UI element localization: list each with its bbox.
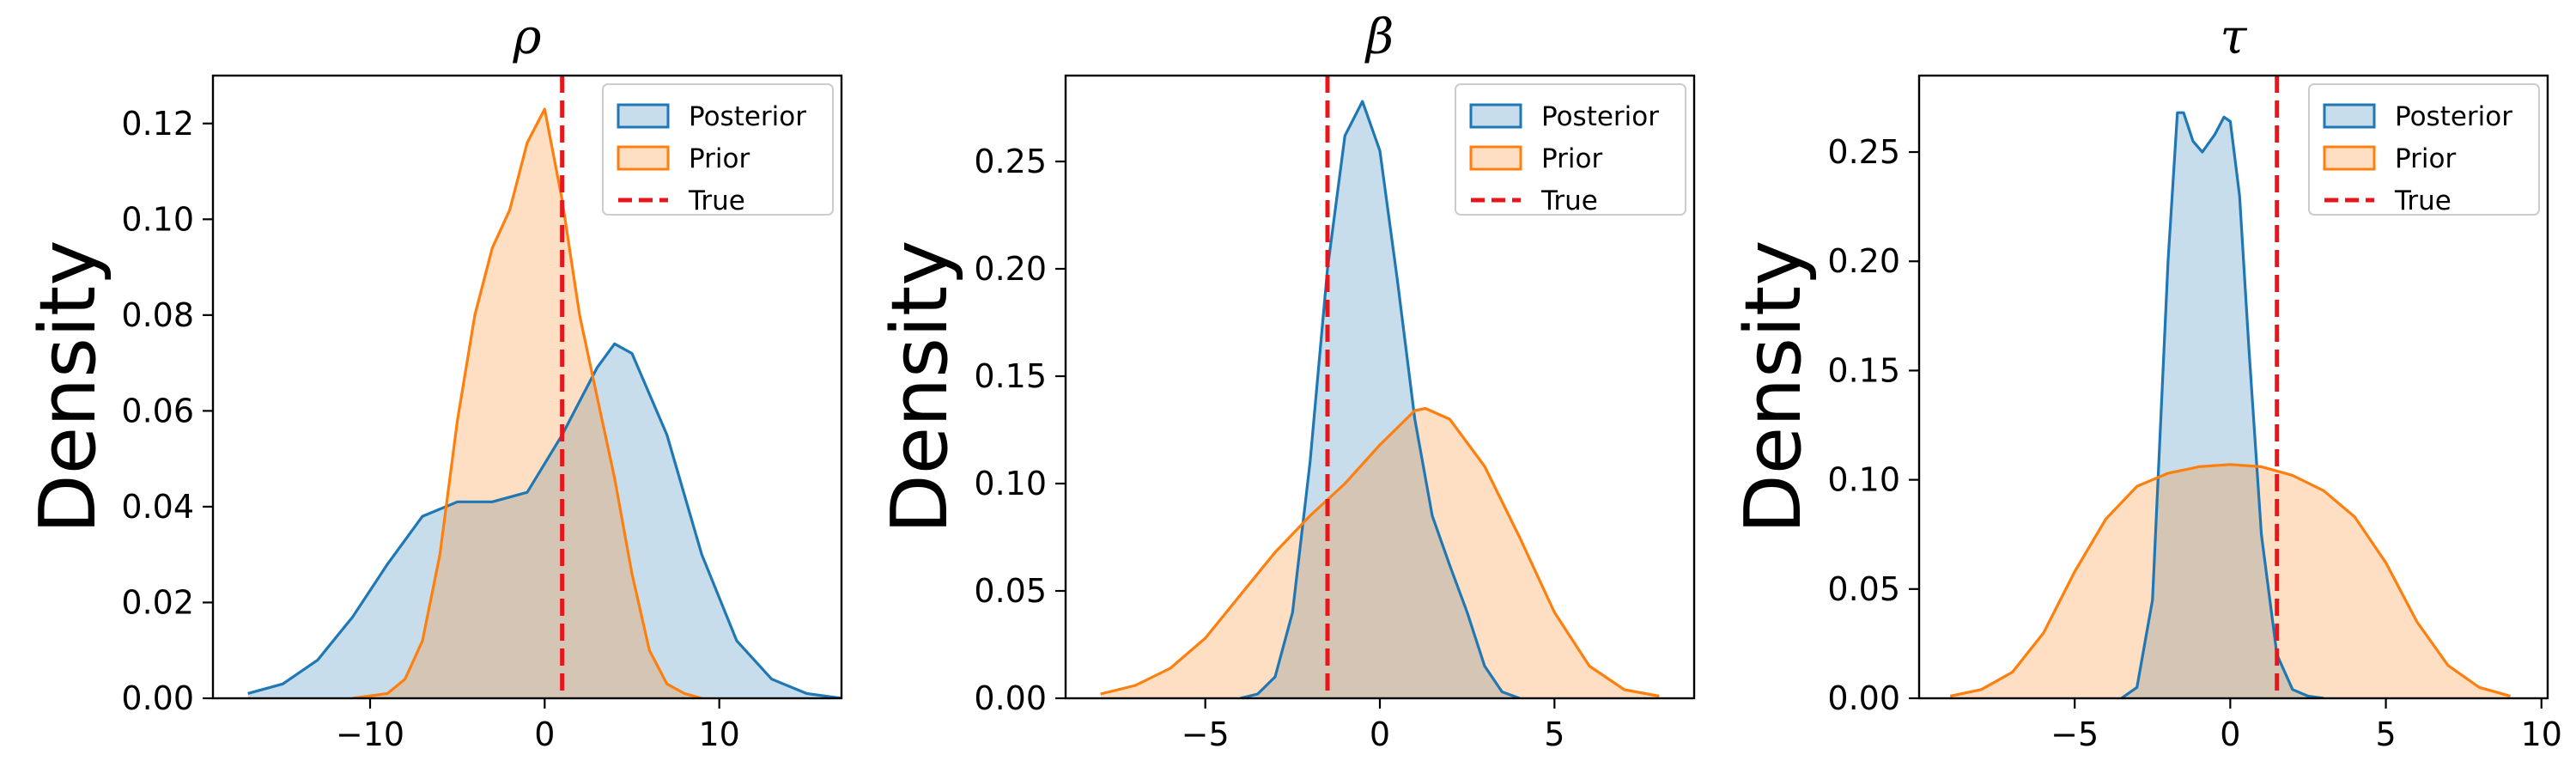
legend-posterior-swatch bbox=[617, 103, 670, 129]
prior-density-fill bbox=[1950, 464, 2511, 698]
y-tick-label: 0.10 bbox=[121, 200, 194, 238]
legend: Posterior Prior True bbox=[1455, 83, 1686, 216]
axes-frame bbox=[211, 74, 843, 700]
subplot-2: −5 0 5 0.00 0.05 0.10 0.15 0.20 0.25 Density β Post… bbox=[875, 9, 1696, 753]
legend-label-prior: Prior bbox=[689, 143, 750, 174]
legend-label-true: True bbox=[1540, 186, 1598, 216]
y-tick-label: 0.05 bbox=[974, 572, 1047, 610]
legend-box bbox=[2308, 83, 2540, 216]
y-axis-label: Density bbox=[875, 240, 965, 533]
y-tick-label: 0.25 bbox=[1827, 133, 1900, 171]
x-tick-label: 0 bbox=[534, 715, 555, 753]
y-tick-label: 0.00 bbox=[1827, 679, 1900, 717]
x-tick-label: 10 bbox=[2521, 715, 2562, 753]
subplot-title: β bbox=[1364, 9, 1394, 65]
legend-label-prior: Prior bbox=[2395, 143, 2456, 174]
subplot-title: τ bbox=[2221, 9, 2248, 65]
legend-box bbox=[1455, 83, 1686, 216]
prior-density-line bbox=[1949, 463, 2511, 698]
x-tick-label: 5 bbox=[2375, 715, 2396, 753]
y-axis-label: Density bbox=[23, 240, 113, 533]
y-tick-label: 0.12 bbox=[121, 105, 194, 143]
x-tick-label: 10 bbox=[698, 715, 739, 753]
legend-label-posterior: Posterior bbox=[2395, 101, 2512, 132]
prior-density-line bbox=[1100, 406, 1660, 698]
legend-label-posterior: Posterior bbox=[1541, 101, 1659, 132]
posterior-density-line bbox=[2120, 111, 2324, 698]
legend-prior-swatch bbox=[1469, 145, 1522, 171]
y-tick-label: 0.04 bbox=[121, 488, 194, 526]
legend-label-true: True bbox=[2394, 186, 2451, 216]
x-tick-label: −10 bbox=[336, 715, 404, 753]
legend: Posterior Prior True bbox=[602, 83, 834, 216]
prior-density-line bbox=[352, 107, 702, 698]
y-tick-label: 0.08 bbox=[121, 296, 194, 334]
prior-density-fill bbox=[352, 109, 702, 698]
y-tick-label: 0.00 bbox=[121, 679, 194, 717]
plot-area bbox=[247, 76, 841, 698]
axes-frame bbox=[1917, 74, 2549, 700]
x-tick-label: 0 bbox=[1370, 715, 1390, 753]
y-tick-label: 0.15 bbox=[1827, 351, 1900, 389]
y-tick-label: 0.00 bbox=[974, 679, 1047, 717]
posterior-density-fill bbox=[1240, 101, 1520, 698]
y-tick-label: 0.20 bbox=[1827, 242, 1900, 280]
posterior-density-line bbox=[1239, 100, 1521, 698]
plot-area bbox=[1949, 76, 2511, 698]
y-axis-label: Density bbox=[1728, 240, 1819, 533]
y-tick-label: 0.20 bbox=[974, 250, 1047, 288]
y-tick-label: 0.05 bbox=[1827, 570, 1900, 608]
x-tick-label: −5 bbox=[1182, 715, 1230, 753]
x-tick-label: 5 bbox=[1544, 715, 1564, 753]
y-tick-label: 0.06 bbox=[121, 392, 194, 429]
posterior-density-fill bbox=[247, 344, 841, 698]
legend-posterior-swatch bbox=[1469, 103, 1522, 129]
prior-density-fill bbox=[1100, 408, 1660, 698]
y-tick-label: 0.02 bbox=[121, 583, 194, 621]
legend-label-prior: Prior bbox=[1541, 143, 1602, 174]
y-tick-label: 0.10 bbox=[974, 465, 1047, 502]
legend-posterior-swatch bbox=[2323, 103, 2376, 129]
plot-area bbox=[1100, 76, 1660, 698]
subplot-title: ρ bbox=[513, 9, 542, 65]
legend-label-posterior: Posterior bbox=[689, 101, 806, 132]
y-tick-label: 0.10 bbox=[1827, 461, 1900, 499]
legend-prior-swatch bbox=[2323, 145, 2376, 171]
legend-label-true: True bbox=[688, 186, 745, 216]
x-tick-label: 0 bbox=[2220, 715, 2240, 753]
legend-prior-swatch bbox=[617, 145, 670, 171]
posterior-density-fill bbox=[2121, 113, 2324, 698]
y-tick-label: 0.15 bbox=[974, 357, 1047, 395]
y-tick-label: 0.25 bbox=[974, 143, 1047, 180]
subplot-3: −5 0 5 10 0.00 0.05 0.10 0.15 0.20 0.25 Density τ Po… bbox=[1728, 9, 2562, 753]
subplot-1: −10 0 10 0.00 0.02 0.04 0.06 0.08 0.10 0.12 Densit… bbox=[23, 9, 843, 753]
legend: Posterior Prior True bbox=[2308, 83, 2540, 216]
x-tick-label: −5 bbox=[2050, 715, 2099, 753]
legend-box bbox=[602, 83, 834, 216]
